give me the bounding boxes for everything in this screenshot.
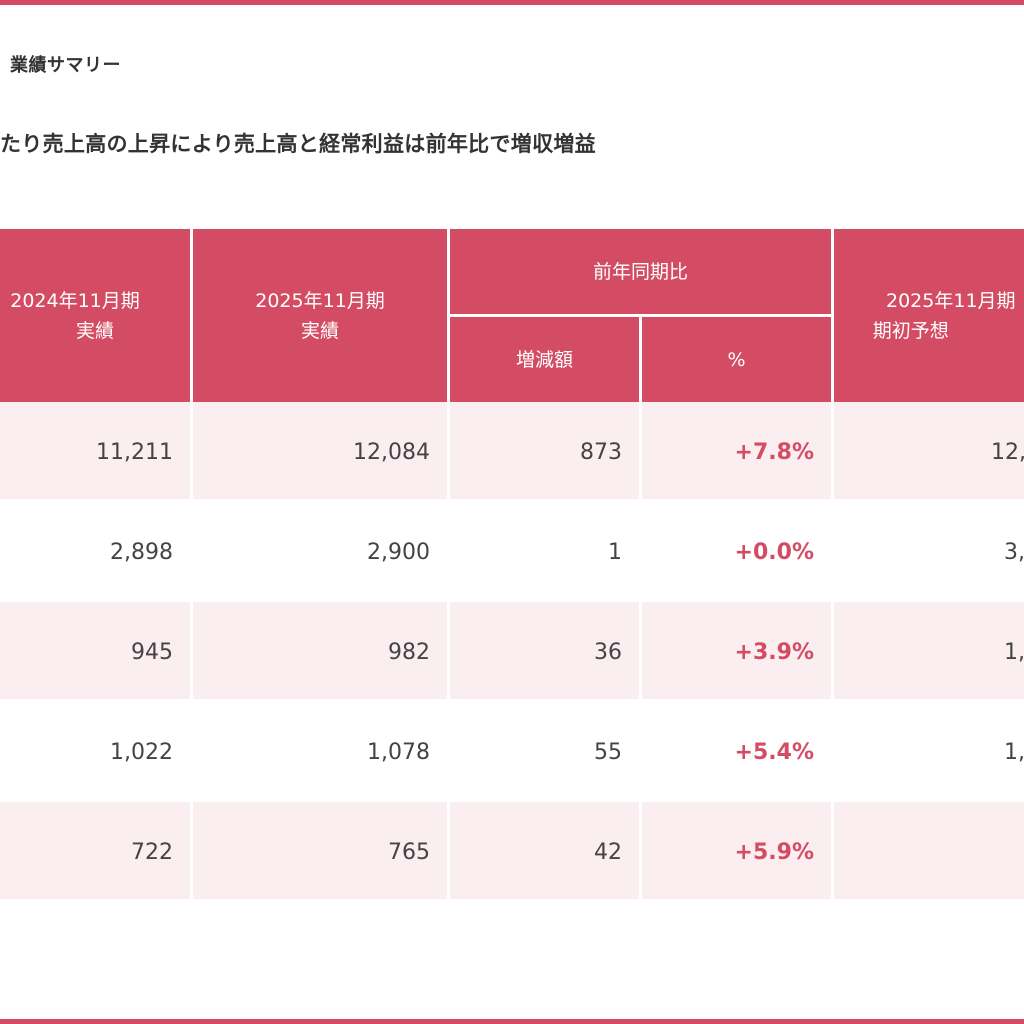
column-divider: [447, 229, 450, 899]
table-row: [0, 702, 1024, 799]
table-row: [0, 802, 1024, 899]
cell-diff: 55: [594, 740, 622, 765]
cell-curr: 982: [388, 640, 430, 665]
cell-forecast: 1,: [1004, 640, 1024, 665]
cell-pct: +0.0%: [734, 540, 814, 565]
table-row: [0, 402, 1024, 499]
cell-forecast: 3,: [1004, 540, 1024, 565]
column-divider: [190, 229, 193, 899]
bottom-accent-bar: [0, 1019, 1024, 1024]
header-prev-actual: 2024年11月期 実績: [0, 229, 190, 402]
cell-curr: 2,900: [367, 540, 430, 565]
cell-prev: 1,022: [110, 740, 173, 765]
header-change-amount: 増減額: [450, 317, 639, 402]
cell-pct: +5.4%: [734, 740, 814, 765]
cell-forecast: 1,: [1004, 740, 1024, 765]
cell-pct: +5.9%: [734, 840, 814, 865]
cell-pct: +7.8%: [734, 440, 814, 465]
cell-diff: 1: [608, 540, 622, 565]
cell-pct: +3.9%: [734, 640, 814, 665]
cell-curr: 765: [388, 840, 430, 865]
table-row: [0, 502, 1024, 599]
header-percent: %: [642, 317, 831, 402]
column-divider: [831, 229, 834, 899]
table-row: [0, 602, 1024, 699]
section-title: 業績サマリー: [10, 55, 121, 76]
header-yoy-group: 前年同期比: [450, 229, 831, 314]
cell-diff: 42: [594, 840, 622, 865]
cell-diff: 873: [580, 440, 622, 465]
header-divider: [450, 314, 831, 317]
cell-prev: 11,211: [96, 440, 173, 465]
cell-curr: 12,084: [353, 440, 430, 465]
cell-diff: 36: [594, 640, 622, 665]
cell-forecast: [834, 804, 1024, 901]
cell-prev: 2,898: [110, 540, 173, 565]
cell-prev: 722: [131, 840, 173, 865]
header-curr-actual: 2025年11月期 実績: [193, 229, 447, 402]
cell-curr: 1,078: [367, 740, 430, 765]
top-accent-bar: [0, 0, 1024, 5]
headline: たり売上高の上昇により売上高と経常利益は前年比で増収増益: [0, 132, 596, 156]
cell-forecast: 12,: [991, 440, 1024, 465]
cell-prev: 945: [131, 640, 173, 665]
header-forecast: 2025年11月期 期初予想: [834, 229, 1024, 402]
column-divider: [639, 314, 642, 899]
